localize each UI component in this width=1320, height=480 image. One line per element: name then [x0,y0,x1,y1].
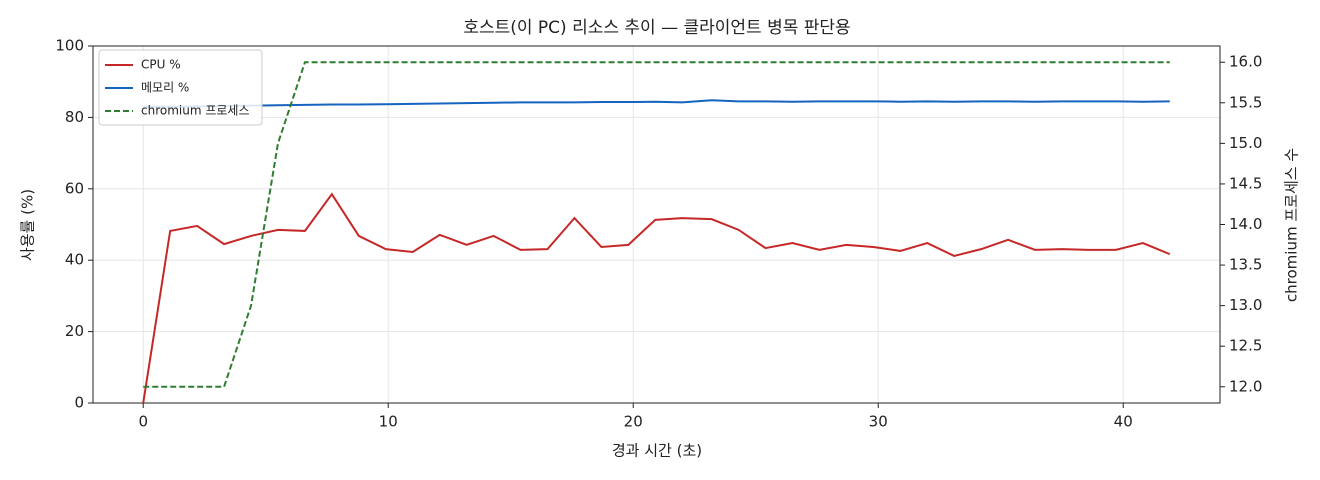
legend-box [98,49,263,126]
y-tick-label: 20 [65,322,84,340]
y-axis-label: 사용률 (%) [19,189,37,261]
x-tick-label: 10 [379,413,398,431]
legend: CPU % 메모리 % chromium 프로세스 [98,49,263,126]
y2-tick-label: 12.0 [1229,377,1262,395]
y2-tick-label: 14.0 [1229,215,1262,233]
y-tick-label: 80 [65,108,84,126]
plot-frame [92,45,1221,404]
legend-label: 메모리 % [141,81,189,95]
y-tick-label: 40 [65,251,84,269]
y2-tick-label: 13.5 [1229,256,1262,274]
legend-label: chromium 프로세스 [141,104,250,118]
series-line [143,61,1170,388]
y2-tick-label: 13.0 [1229,296,1262,314]
x-tick-label: 0 [138,413,148,431]
x-axis-label: 경과 시간 (초) [612,442,702,460]
legend-label: CPU % [141,58,181,72]
y2-tick-label: 12.5 [1229,337,1262,355]
y-tick-label: 60 [65,179,84,197]
y2-tick-label: 14.5 [1229,174,1262,192]
x-tick-label: 30 [869,413,888,431]
y2-tick-label: 15.0 [1229,134,1262,152]
y2-tick-label: 15.5 [1229,93,1262,111]
x-tick-label: 20 [624,413,643,431]
y-tick-label: 0 [74,394,84,412]
y2-tick-label: 16.0 [1229,53,1262,71]
x-tick-label: 40 [1114,413,1133,431]
y-tick-label: 100 [55,37,84,55]
series-line [143,99,1170,108]
y2-axis-label: chromium 프로세스 수 [1283,148,1301,302]
series-line [142,192,1171,404]
chart-title: 호스트(이 PC) 리소스 추이 — 클라이언트 병목 판단용 [463,18,850,38]
